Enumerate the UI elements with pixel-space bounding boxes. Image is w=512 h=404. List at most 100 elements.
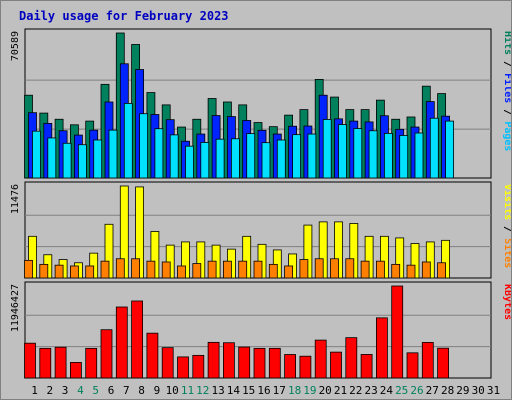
bar-sites-day-8	[131, 258, 141, 279]
bar-pages-day-25	[399, 135, 409, 179]
legend: Hits / Files / Pages	[502, 31, 511, 151]
x-tick-label-2: 2	[46, 384, 53, 397]
bar-kbytes-day-24	[375, 317, 388, 379]
bar-kbytes-day-23	[360, 354, 373, 379]
legend-separator: /	[502, 103, 511, 121]
bar-pages-day-5	[93, 139, 103, 179]
legend: Visits / Sites	[502, 184, 511, 268]
bar-kbytes-day-9	[146, 332, 159, 379]
bar-sites-day-19	[299, 259, 309, 279]
bar-pages-day-13	[215, 138, 225, 179]
bar-pages-day-1	[32, 130, 41, 179]
bar-kbytes-day-27	[421, 342, 434, 379]
bar-kbytes-day-14	[222, 342, 235, 379]
bar-sites-day-28	[437, 262, 447, 279]
bar-pages-day-3	[62, 142, 72, 179]
x-tick-label-8: 8	[138, 384, 145, 397]
x-tick-label-19: 19	[303, 384, 316, 397]
x-tick-label-18: 18	[288, 384, 301, 397]
x-tick-label-22: 22	[349, 384, 362, 397]
bar-sites-day-9	[146, 260, 156, 279]
x-tick-label-12: 12	[196, 384, 209, 397]
x-tick-label-11: 11	[181, 384, 194, 397]
bar-sites-day-2	[39, 263, 49, 279]
bar-pages-day-7	[123, 103, 133, 179]
x-tick-label-30: 30	[472, 384, 485, 397]
bar-sites-day-6	[100, 260, 110, 279]
bar-pages-day-8	[139, 113, 149, 179]
x-tick-label-14: 14	[227, 384, 241, 397]
bar-kbytes-day-7	[115, 306, 128, 379]
x-tick-label-20: 20	[319, 384, 332, 397]
x-tick-label-29: 29	[456, 384, 469, 397]
y-axis-max-label: 70589	[10, 31, 21, 61]
bar-sites-day-21	[330, 258, 339, 279]
bar-pages-day-26	[414, 132, 424, 179]
bar-pages-day-18	[292, 134, 302, 179]
bar-kbytes-day-8	[131, 300, 144, 379]
bar-sites-day-15	[238, 260, 248, 279]
bar-kbytes-day-2	[39, 347, 52, 379]
chart-panels: 70589 Hits / Files / Pages 11476 Visits / S…	[10, 28, 512, 379]
bar-sites-day-7	[115, 258, 125, 279]
x-tick-label-1: 1	[31, 384, 38, 397]
x-tick-label-25: 25	[395, 384, 408, 397]
x-tick-label-10: 10	[166, 384, 179, 397]
bar-pages-day-23	[368, 130, 378, 179]
bar-kbytes-day-11	[177, 356, 189, 379]
bar-sites-day-1	[24, 259, 33, 279]
bar-sites-day-3	[54, 264, 64, 279]
x-tick-label-6: 6	[108, 384, 115, 397]
chart-title: Daily usage for February 2023	[19, 9, 229, 23]
bar-sites-day-14	[222, 260, 232, 279]
bar-kbytes-day-26	[406, 352, 419, 379]
bar-kbytes-day-21	[330, 351, 342, 379]
x-tick-label-16: 16	[257, 384, 270, 397]
legend-pages: Pages	[502, 121, 511, 151]
bar-sites-day-11	[177, 265, 186, 279]
bar-kbytes-day-16	[253, 347, 266, 379]
x-tick-label-13: 13	[211, 384, 224, 397]
x-tick-label-27: 27	[426, 384, 439, 397]
x-tick-label-31: 31	[487, 384, 500, 397]
bar-pages-day-16	[261, 142, 271, 179]
bar-sites-day-20	[314, 258, 324, 279]
x-tick-label-9: 9	[154, 384, 161, 397]
x-tick-label-7: 7	[123, 384, 130, 397]
bar-kbytes-day-10	[161, 347, 174, 379]
bar-pages-day-14	[230, 138, 240, 179]
bar-kbytes-day-12	[192, 354, 205, 379]
bar-pages-day-12	[200, 142, 210, 179]
bar-pages-day-6	[108, 129, 118, 179]
bar-kbytes-day-25	[391, 285, 404, 379]
x-tick-label-17: 17	[273, 384, 286, 397]
bar-kbytes-day-1	[24, 342, 36, 379]
legend: KBytes	[502, 284, 511, 320]
x-tick-label-5: 5	[92, 384, 99, 397]
legend-hits: Hits	[502, 31, 511, 55]
bar-pages-day-9	[154, 128, 164, 179]
legend-kbytes: KBytes	[502, 284, 511, 320]
bar-sites-day-10	[161, 261, 171, 279]
bar-pages-day-15	[246, 133, 256, 179]
legend-separator: /	[502, 55, 511, 73]
bar-pages-day-17	[276, 139, 286, 179]
hits-files-pages-panel: 70589 Hits / Files / Pages	[10, 28, 512, 179]
y-axis-max-label: 11946427	[10, 284, 21, 332]
x-tick-label-24: 24	[380, 384, 394, 397]
x-tick-label-15: 15	[242, 384, 255, 397]
legend-separator: /	[502, 220, 511, 238]
x-tick-label-21: 21	[334, 384, 347, 397]
kbytes-panel: 11946427 KBytes	[10, 281, 512, 379]
bar-pages-day-22	[353, 128, 363, 179]
bar-sites-day-5	[85, 265, 95, 279]
bar-kbytes-day-19	[299, 355, 312, 379]
bar-sites-day-13	[207, 260, 217, 279]
y-axis-max-label: 11476	[10, 184, 21, 214]
bar-kbytes-day-4	[70, 362, 82, 379]
bar-sites-day-12	[192, 263, 202, 279]
bar-pages-day-21	[338, 124, 347, 179]
bar-sites-day-18	[284, 265, 294, 279]
bar-kbytes-day-20	[314, 339, 327, 379]
